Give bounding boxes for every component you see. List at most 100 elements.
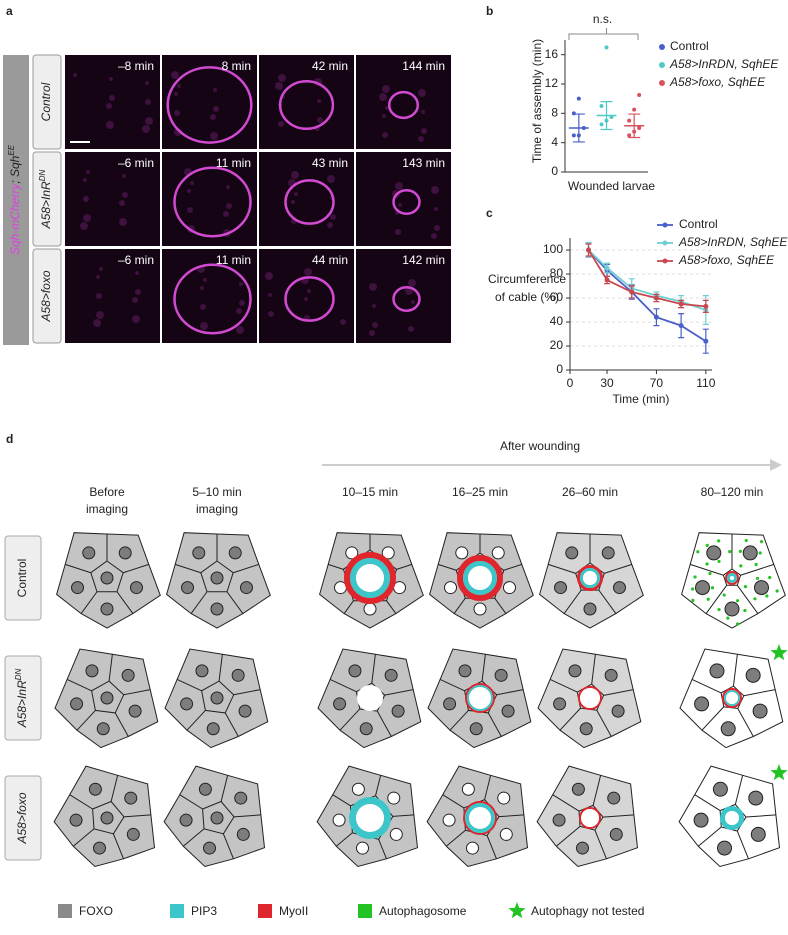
speckle xyxy=(80,222,88,230)
legend-label: PIP3 xyxy=(191,904,217,918)
nucleus xyxy=(499,827,513,841)
nucleus xyxy=(720,721,736,737)
cell-border xyxy=(449,710,469,731)
autophagosome xyxy=(765,594,769,598)
nucleus xyxy=(231,668,245,682)
speckle xyxy=(317,99,321,103)
row-label: Control xyxy=(15,559,29,598)
nucleus xyxy=(552,813,566,827)
row-label: A58>InRDN xyxy=(14,668,30,728)
nucleus xyxy=(742,545,758,561)
speckle xyxy=(132,297,138,303)
speckle xyxy=(109,77,113,81)
side-label-sup: EE xyxy=(7,144,16,155)
cell-border xyxy=(384,689,414,696)
nucleus xyxy=(351,782,365,796)
cell-border xyxy=(486,835,497,859)
time-label: 42 min xyxy=(312,59,348,73)
cell-border xyxy=(343,600,354,614)
cell-border xyxy=(743,689,776,697)
cable-ring xyxy=(392,286,421,312)
error-bar xyxy=(572,113,585,143)
nucleus xyxy=(387,791,401,805)
myoii-ring xyxy=(725,571,739,585)
nucleus xyxy=(228,546,242,560)
nucleus xyxy=(363,602,377,616)
y-tick-label: 4 xyxy=(551,135,558,149)
nucleus xyxy=(180,697,194,711)
cell-border xyxy=(376,710,392,737)
speckle xyxy=(372,322,378,328)
speckle xyxy=(434,207,438,211)
nucleus xyxy=(345,546,359,560)
speckle xyxy=(226,185,230,189)
speckle xyxy=(421,110,425,114)
nucleus xyxy=(752,703,768,719)
cell-border xyxy=(689,563,724,576)
myoii-ring xyxy=(463,801,497,835)
nucleus xyxy=(571,782,585,796)
data-point xyxy=(637,93,642,97)
nucleus xyxy=(85,664,99,678)
speckle xyxy=(223,211,229,217)
row-label-box xyxy=(4,775,42,861)
nucleus xyxy=(501,704,515,718)
myoii-ring xyxy=(344,552,396,604)
cell-border xyxy=(547,563,576,574)
speckle xyxy=(372,304,376,308)
micrograph xyxy=(356,55,451,149)
cell-border xyxy=(233,563,260,574)
nucleus xyxy=(565,546,579,560)
nucleus xyxy=(359,722,373,736)
autophagosome xyxy=(717,559,721,564)
wound xyxy=(730,576,734,580)
data-point xyxy=(703,338,709,344)
speckle xyxy=(411,300,415,304)
nucleus xyxy=(491,546,505,560)
y-tick-label: 0 xyxy=(551,164,558,178)
nucleus xyxy=(611,704,625,718)
speckle xyxy=(369,330,375,336)
cell-border xyxy=(116,591,134,614)
nucleus xyxy=(473,602,487,616)
y-axis-label: Time of assembly (min) xyxy=(530,39,544,163)
data-point xyxy=(653,295,659,301)
nucleus xyxy=(82,546,96,560)
autophagosome xyxy=(758,551,762,555)
side-bar xyxy=(3,55,29,345)
legend-label: A58>foxo, SqhEE xyxy=(669,75,766,89)
cell-border xyxy=(604,563,633,574)
speckle xyxy=(106,103,112,109)
nucleus xyxy=(381,546,395,560)
nucleus xyxy=(129,581,143,595)
speckle xyxy=(304,297,308,301)
nucleus xyxy=(604,668,618,682)
time-label: 142 min xyxy=(402,253,445,267)
cell-border xyxy=(555,825,581,847)
speckle xyxy=(434,225,440,231)
speckle xyxy=(379,93,387,101)
speckle xyxy=(210,114,216,120)
nucleus xyxy=(706,545,722,561)
autophagosome xyxy=(744,538,748,543)
column-header: 5–10 min xyxy=(192,485,241,499)
row-label-main: A58>foxo xyxy=(39,270,53,322)
cell-border xyxy=(186,710,206,731)
nucleus xyxy=(443,697,457,711)
nucleus xyxy=(601,546,615,560)
wound xyxy=(581,809,599,827)
time-label: 143 min xyxy=(402,156,445,170)
row-label-box xyxy=(32,54,62,150)
nucleus xyxy=(694,696,710,712)
speckle xyxy=(135,271,139,275)
wound xyxy=(468,566,492,590)
nucleus xyxy=(391,704,405,718)
speckle xyxy=(135,289,141,295)
nucleus xyxy=(389,827,403,841)
panel-label: b xyxy=(486,4,493,18)
nucleus xyxy=(126,827,140,841)
speckle xyxy=(226,203,232,209)
cell-border xyxy=(494,597,507,614)
row-label-main: Control xyxy=(39,82,53,121)
